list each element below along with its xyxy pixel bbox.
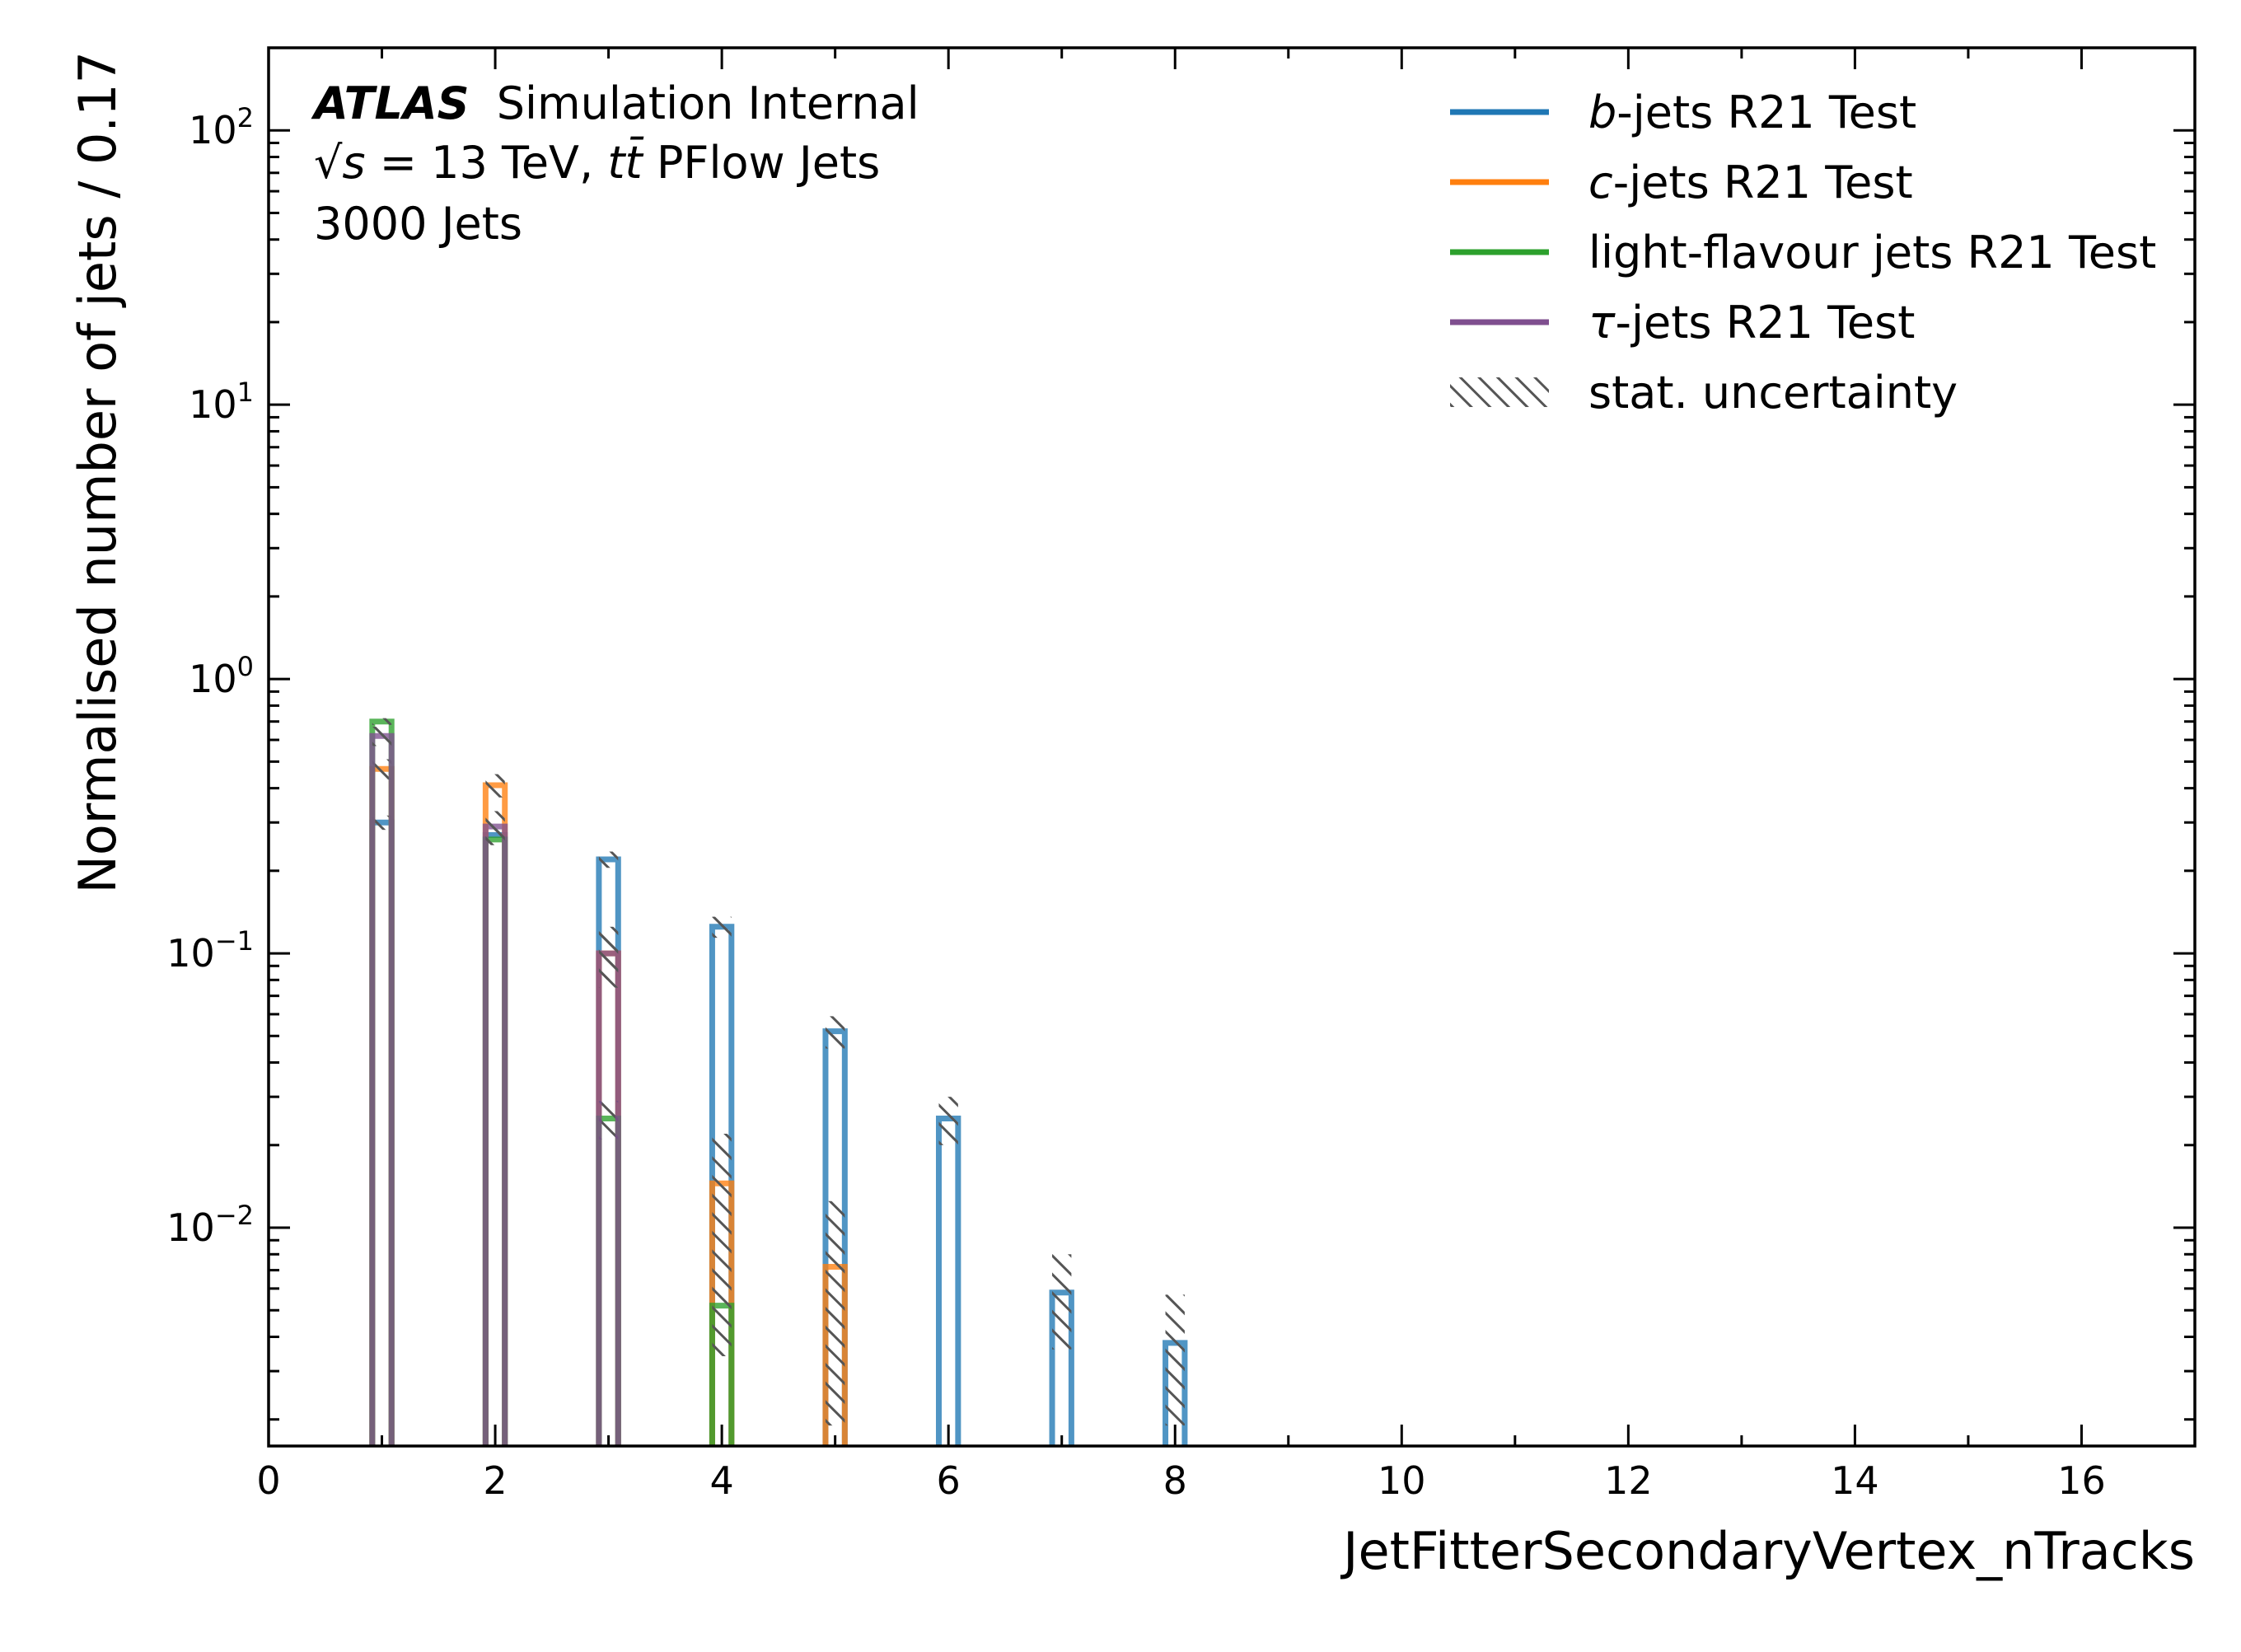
y-tick-labels: 102 101 100 10−1 10−2	[166, 102, 254, 1250]
stat-uncertainty-band	[372, 759, 392, 780]
x-axis-title: JetFitterSecondaryVertex_nTracks	[1340, 1521, 2195, 1581]
legend-hatch-swatch	[1450, 377, 1549, 407]
stat-uncertainty-band	[1052, 1254, 1072, 1350]
legend-label: c-jets R21 Test	[1588, 157, 1913, 208]
y-axis-title: Normalised number of jets / 0.17	[68, 51, 128, 894]
stat-uncertainty-band	[485, 811, 505, 845]
y-tick-label: 100	[189, 651, 254, 701]
y-tick-label: 10−2	[166, 1200, 254, 1250]
x-tick-label: 0	[256, 1458, 280, 1503]
plot-frame	[267, 46, 2197, 1448]
plot-background	[269, 48, 2195, 1446]
legend-label: light-flavour jets R21 Test	[1588, 227, 2156, 278]
stat-uncertainty-band	[712, 1134, 732, 1271]
atlas-brand: ATLAS	[311, 77, 470, 129]
x-tick-label: 10	[1378, 1458, 1426, 1503]
stat-uncertainty-band	[372, 718, 392, 725]
legend-label-stat: stat. uncertainty	[1588, 367, 1958, 419]
legend: b-jets R21 Test c-jets R21 Test light-flav…	[1450, 87, 2156, 419]
svg-text:ATLAS Simulation Interna: ATLAS Simulation Internal	[311, 77, 919, 129]
y-tick-label: 102	[189, 102, 254, 152]
atlas-status: Simulation Internal	[497, 77, 919, 129]
stat-uncertainty-band	[825, 1200, 845, 1426]
x-tick-label: 14	[1831, 1458, 1879, 1503]
atlas-njets: 3000 Jets	[314, 198, 522, 250]
stat-uncertainty-band	[485, 774, 505, 798]
x-tick-label: 12	[1604, 1458, 1653, 1503]
stat-uncertainty-band	[712, 1270, 732, 1357]
stat-uncertainty-band	[598, 851, 619, 868]
stat-uncertainty-band	[372, 727, 392, 746]
x-tick-labels: 0 2 4 6 8 10 12 14 16	[256, 1458, 2105, 1503]
atlas-label: ATLAS Simulation Internal √s = 13 TeV, t…	[311, 77, 919, 250]
stat-uncertainty-band	[598, 1101, 619, 1140]
axis-ticks	[267, 46, 2197, 1446]
legend-label: τ-jets R21 Test	[1588, 297, 1915, 349]
stat-uncertainty-band	[372, 815, 392, 831]
stat-uncertainty-band	[598, 926, 619, 988]
stat-uncertainty-band	[712, 916, 732, 938]
stat-uncertainty-band	[825, 1016, 845, 1049]
atlas-energy-line: √s = 13 TeV, tt̄ PFlow Jets	[314, 137, 880, 189]
x-tick-label: 16	[2057, 1458, 2106, 1503]
x-tick-label: 8	[1163, 1458, 1187, 1503]
legend-label: b-jets R21 Test	[1588, 87, 1916, 138]
stat-uncertainty-band	[1165, 1294, 1185, 1426]
x-tick-label: 6	[937, 1458, 961, 1503]
x-tick-label: 2	[483, 1458, 507, 1503]
stat-uncertainty-band	[938, 1097, 958, 1145]
y-tick-label: 101	[189, 377, 254, 427]
x-tick-label: 4	[709, 1458, 733, 1503]
histogram-bars	[369, 718, 1188, 1446]
y-tick-label: 10−1	[166, 925, 254, 976]
